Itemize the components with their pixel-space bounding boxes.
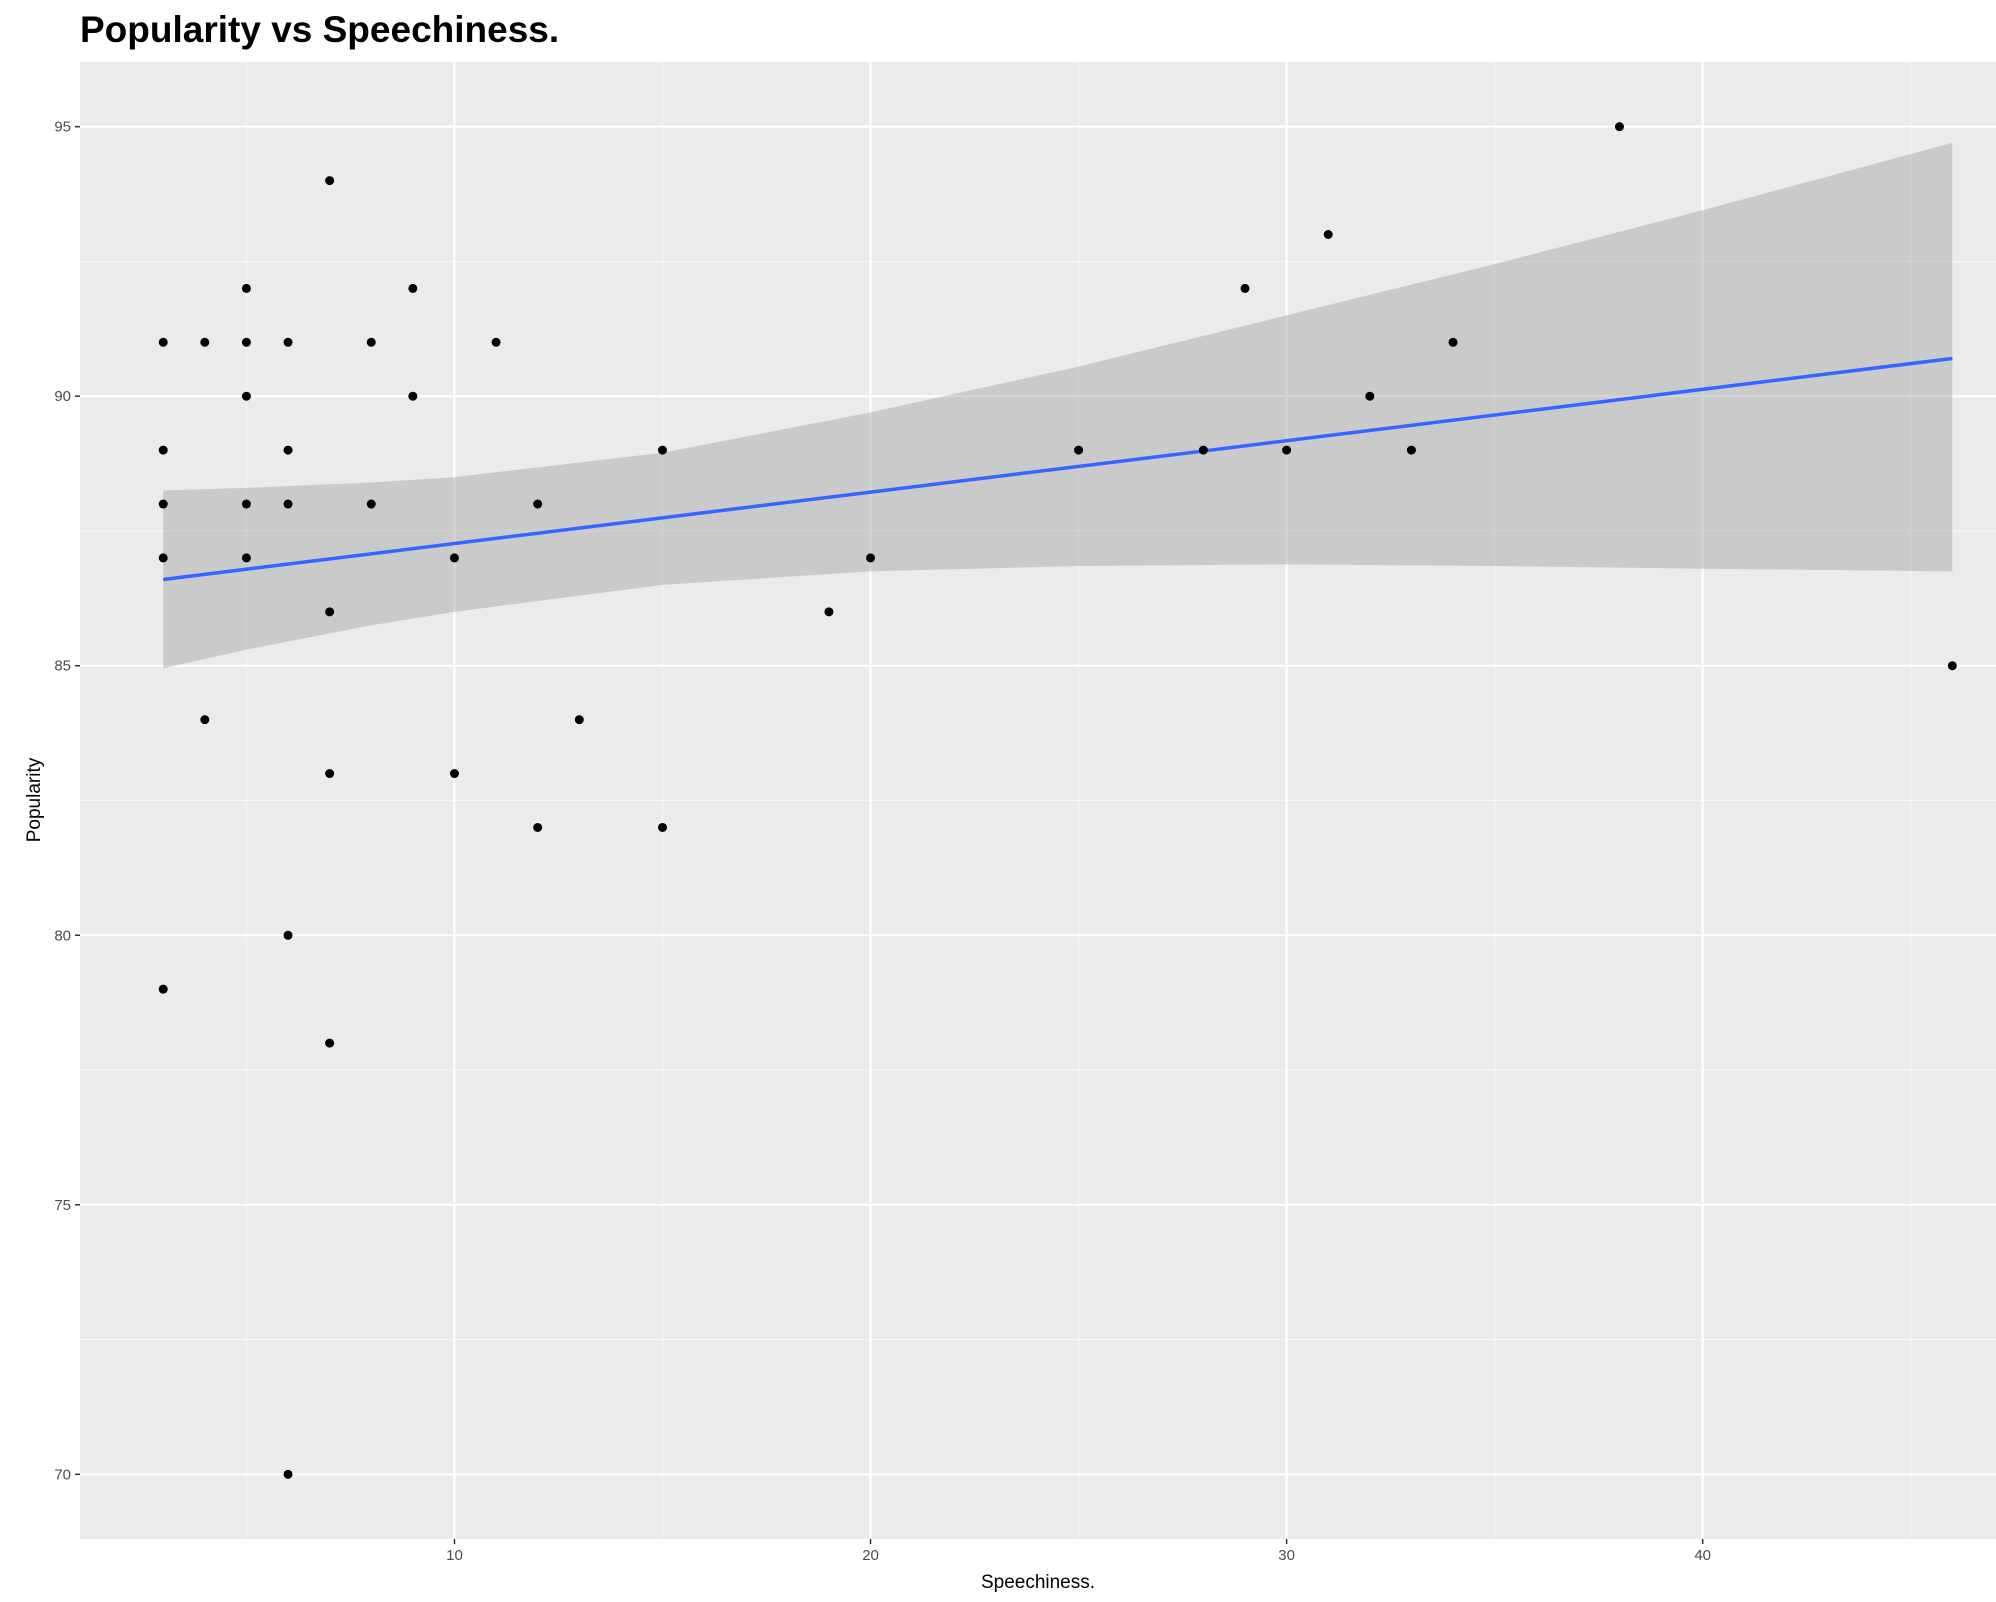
x-axis-label: Speechiness.: [981, 1572, 1095, 1593]
data-point: [158, 337, 168, 347]
data-point: [325, 176, 335, 186]
data-point: [283, 1469, 293, 1479]
data-point: [200, 337, 210, 347]
data-point: [283, 499, 293, 509]
x-tick-label: 10: [446, 1547, 463, 1564]
data-point: [824, 607, 834, 617]
data-point: [366, 337, 376, 347]
data-point: [449, 769, 459, 779]
data-point: [533, 822, 543, 832]
x-tick-label: 40: [1694, 1547, 1711, 1564]
data-point: [158, 553, 168, 563]
data-point: [1198, 445, 1208, 455]
data-point: [1074, 445, 1084, 455]
data-point: [1947, 661, 1957, 671]
x-axis-ticks: 10 20 30 40: [446, 1539, 1711, 1564]
y-axis-ticks: 70 75 80 85 90 95: [54, 119, 80, 1483]
major-gridlines: [80, 62, 1996, 1539]
data-point: [657, 445, 667, 455]
data-point: [241, 337, 251, 347]
minor-gridlines: [80, 62, 1996, 1539]
trend-line: [162, 356, 1953, 582]
data-point: [158, 445, 168, 455]
confidence-band: [163, 142, 1953, 669]
y-tick-label: 90: [54, 388, 71, 405]
x-tick-label: 30: [1278, 1547, 1295, 1564]
data-point: [241, 553, 251, 563]
data-point: [241, 283, 251, 293]
data-point: [574, 715, 584, 725]
data-point: [325, 607, 335, 617]
y-axis-label: Popularity: [24, 757, 45, 842]
y-tick-label: 85: [54, 658, 71, 675]
data-point: [241, 499, 251, 509]
data-point: [1240, 283, 1250, 293]
x-tick-label: 20: [862, 1547, 879, 1564]
data-point: [158, 499, 168, 509]
data-points: [158, 122, 1957, 1479]
data-point: [366, 499, 376, 509]
data-point: [158, 984, 168, 994]
data-point: [283, 337, 293, 347]
y-tick-label: 75: [54, 1197, 71, 1214]
chart-title: Popularity vs Speechiness.: [80, 9, 559, 50]
y-tick-label: 70: [54, 1466, 71, 1483]
y-tick-label: 80: [54, 927, 71, 944]
data-point: [533, 499, 543, 509]
data-point: [1406, 445, 1416, 455]
y-tick-label: 95: [54, 119, 71, 136]
data-point: [408, 283, 418, 293]
data-point: [325, 769, 335, 779]
data-point: [1614, 122, 1624, 132]
data-point: [1448, 337, 1458, 347]
data-point: [491, 337, 501, 347]
data-point: [1365, 391, 1375, 401]
data-point: [1323, 229, 1333, 239]
data-point: [283, 445, 293, 455]
data-point: [449, 553, 459, 563]
data-point: [241, 391, 251, 401]
data-point: [866, 553, 876, 563]
data-point: [325, 1038, 335, 1048]
data-point: [1282, 445, 1292, 455]
data-point: [200, 715, 210, 725]
data-point: [283, 930, 293, 940]
data-point: [408, 391, 418, 401]
data-point: [657, 822, 667, 832]
